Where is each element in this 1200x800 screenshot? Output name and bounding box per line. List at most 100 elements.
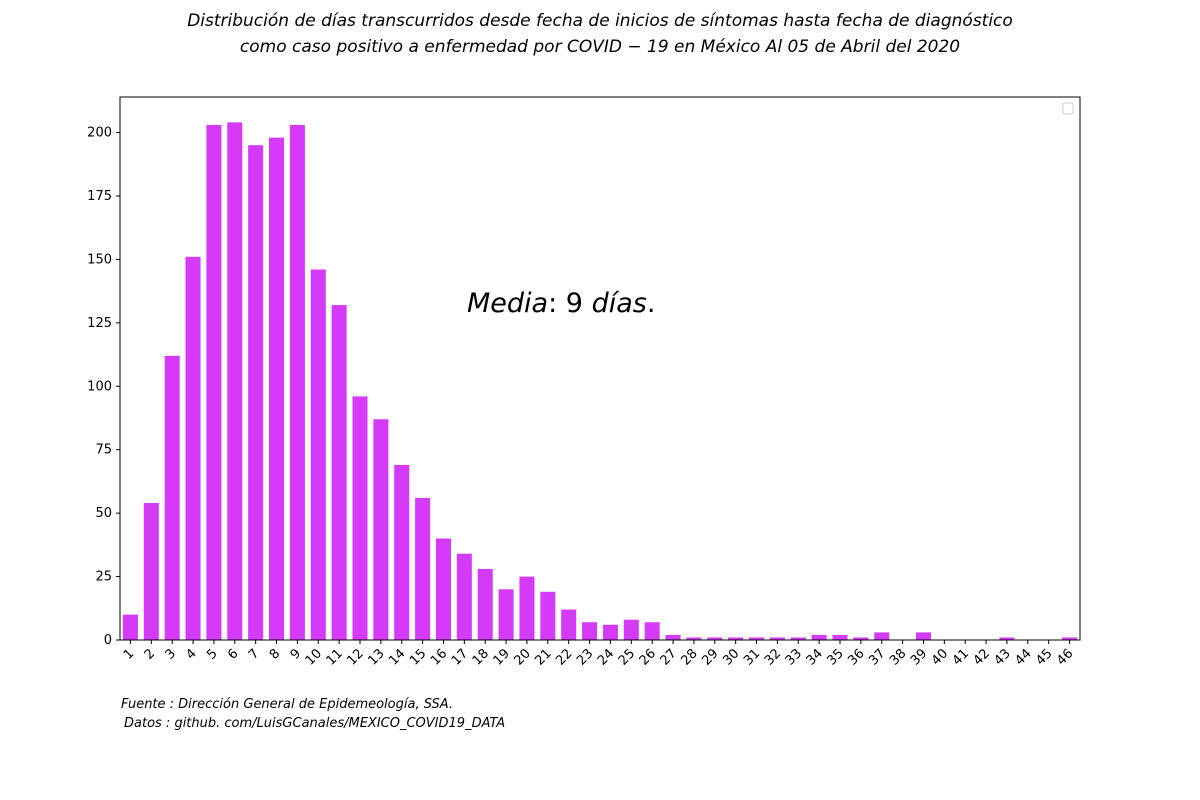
bar-5 [206,124,222,641]
x-tick-label: 31 [741,646,763,668]
x-tick-label: 2 [142,646,158,662]
x-tick-label: 5 [204,646,220,662]
x-tick-label: 41 [950,646,972,668]
x-tick-label: 46 [1054,646,1076,668]
y-tick-label: 0 [104,633,112,648]
x-tick-label: 36 [845,646,867,668]
x-tick-label: 18 [470,646,492,668]
bar-8 [269,137,285,640]
y-tick-label: 175 [87,189,112,204]
bar-9 [289,124,305,641]
x-tick-label: 11 [324,646,346,668]
bar-25 [623,619,639,640]
bar-4 [185,256,201,640]
bar-29 [707,637,723,640]
annotation-colon: : [548,288,558,319]
x-tick-label: 22 [553,646,575,668]
bar-32 [769,637,785,640]
bar-27 [665,634,681,640]
bar-30 [728,637,744,640]
bar-43 [999,637,1015,640]
bar-28 [686,637,702,640]
bar-21 [540,591,556,640]
bar-16 [435,538,451,640]
x-tick-label: 1 [121,646,137,662]
x-tick-label: 16 [428,646,450,668]
bar-14 [394,464,410,640]
x-tick-label: 28 [678,646,700,668]
y-tick-label: 75 [95,443,112,458]
x-tick-label: 45 [1033,646,1055,668]
bar-24 [602,624,618,640]
bar-35 [832,634,848,640]
bar-31 [749,637,765,640]
x-tick-label: 23 [574,646,596,668]
y-tick-label: 50 [95,506,112,521]
bar-1 [122,614,138,640]
bar-7 [248,145,264,641]
y-tick-label: 200 [87,126,112,141]
bar-20 [519,576,535,640]
annotation-period: . [646,288,656,319]
x-tick-label: 27 [658,646,680,668]
x-tick-label: 14 [386,646,408,668]
y-tick-label: 150 [87,252,112,267]
x-tick-label: 12 [345,646,367,668]
x-tick-label: 44 [1012,646,1034,668]
bar-33 [790,637,806,640]
bar-17 [456,553,472,640]
bar-11 [331,305,347,640]
bar-10 [310,269,326,640]
x-tick-label: 35 [825,646,847,668]
x-tick-label: 9 [288,646,304,662]
footer-source: Fuente : Dirección General de Epidemeolo… [121,697,454,712]
bar-26 [644,622,660,640]
x-tick-label: 32 [762,646,784,668]
x-tick-label: 37 [866,646,888,668]
x-tick-label: 4 [183,646,199,662]
x-tick-label: 29 [699,646,721,668]
bar-12 [352,396,368,640]
bar-23 [582,622,598,640]
bar-19 [498,589,514,640]
x-tick-label: 19 [491,646,513,668]
bar-6 [227,122,243,640]
x-tick-label: 40 [929,646,951,668]
x-tick-label: 24 [595,646,617,668]
bar-18 [477,568,493,640]
annotation-word-media: Media [467,288,549,319]
plot-frame [119,96,1081,641]
x-tick-label: 34 [804,646,826,668]
bar-13 [373,419,389,640]
footer-data: Datos : github. com/LuisGCanales/MEXICO_… [124,716,506,731]
x-tick-label: 3 [163,646,179,662]
x-tick-label: 25 [616,646,638,668]
x-tick-label: 26 [637,646,659,668]
legend-box [1062,102,1074,115]
y-tick-label: 100 [87,379,112,394]
chart-title-line-2: como caso positivo a enfermedad por COVI… [239,37,961,57]
x-tick-label: 6 [225,646,241,662]
x-tick-label: 10 [303,646,325,668]
bar-39 [915,632,931,640]
bar-46 [1062,637,1078,640]
bar-15 [415,497,431,640]
mean-annotation: Media: 9 días. [467,288,655,319]
y-tick-label: 25 [95,570,112,585]
x-tick-label: 33 [783,646,805,668]
x-tick-label: 20 [511,646,533,668]
x-tick-label: 39 [908,646,930,668]
bar-2 [143,502,159,640]
x-tick-label: 42 [971,646,993,668]
x-tick-label: 7 [246,646,262,662]
y-tick-label: 125 [87,316,112,331]
annotation-word-dias: días [591,288,647,319]
x-tick-label: 17 [449,646,471,668]
bar-37 [874,632,890,640]
x-tick-label: 43 [991,646,1013,668]
bar-22 [561,609,577,640]
x-tick-label: 13 [365,646,387,668]
x-tick-label: 21 [532,646,554,668]
chart-title-line-1: Distribución de días transcurridos desde… [187,11,1013,31]
